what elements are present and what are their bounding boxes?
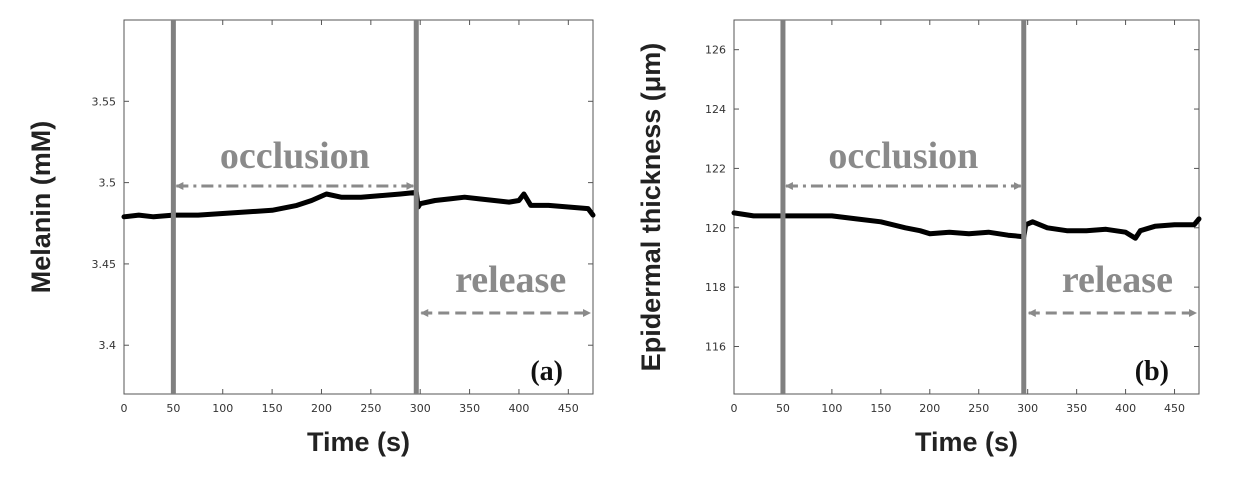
x-tick-label: 250 — [968, 402, 989, 415]
data-line — [731, 210, 1202, 241]
x-tick-label: 250 — [360, 402, 381, 415]
x-tick-label: 100 — [821, 402, 842, 415]
x-tick-label: 100 — [212, 402, 233, 415]
occlusion-label: occlusion — [220, 135, 370, 177]
plot-area — [123, 19, 594, 395]
y-tick-label: 120 — [705, 222, 726, 235]
y-tick-label: 3.4 — [99, 339, 117, 352]
y-tick-label: 116 — [705, 341, 726, 354]
y-tick-label: 3.45 — [92, 258, 117, 271]
x-tick-label: 300 — [410, 402, 431, 415]
x-tick-label: 200 — [919, 402, 940, 415]
x-tick-label: 0 — [731, 402, 738, 415]
x-tick-label: 400 — [1115, 402, 1136, 415]
y-axis-label: Melanin (mM) — [26, 121, 56, 294]
release-label: release — [1062, 259, 1173, 301]
x-tick-label: 0 — [121, 402, 128, 415]
panel-b: 0 50 100 150 200 250 300 350 400 450 116 118 120 122 1… — [636, 19, 1202, 457]
y-axis-label: Epidermal thickness (μm) — [636, 43, 666, 372]
y-tick-label: 124 — [705, 103, 726, 116]
x-axis-label: Time (s) — [915, 427, 1018, 457]
x-tick-label: 150 — [262, 402, 283, 415]
panel-label: (b) — [1135, 356, 1169, 387]
x-tick-label: 450 — [558, 402, 579, 415]
x-tick-label: 400 — [508, 402, 529, 415]
x-tick-label: 200 — [311, 402, 332, 415]
x-tick-label: 450 — [1164, 402, 1185, 415]
occlusion-label: occlusion — [828, 135, 978, 177]
x-tick-label: 150 — [870, 402, 891, 415]
y-tick-label: 118 — [705, 281, 726, 294]
y-tick-label: 3.55 — [92, 95, 117, 108]
panel-a: 0 50 100 150 200 250 300 350 400 450 3.4 3.45 3.5 3.5… — [26, 19, 596, 457]
release-label: release — [455, 259, 566, 301]
y-tick-label: 3.5 — [99, 177, 117, 190]
y-tick-label: 126 — [705, 44, 726, 57]
x-tick-label: 350 — [1066, 402, 1087, 415]
x-tick-label: 300 — [1017, 402, 1038, 415]
x-axis-label: Time (s) — [307, 427, 410, 457]
x-tick-label: 350 — [459, 402, 480, 415]
y-tick-label: 122 — [705, 162, 726, 175]
panel-label: (a) — [530, 356, 563, 387]
x-tick-label: 50 — [166, 402, 180, 415]
plot-area — [733, 19, 1200, 395]
x-tick-label: 50 — [776, 402, 790, 415]
